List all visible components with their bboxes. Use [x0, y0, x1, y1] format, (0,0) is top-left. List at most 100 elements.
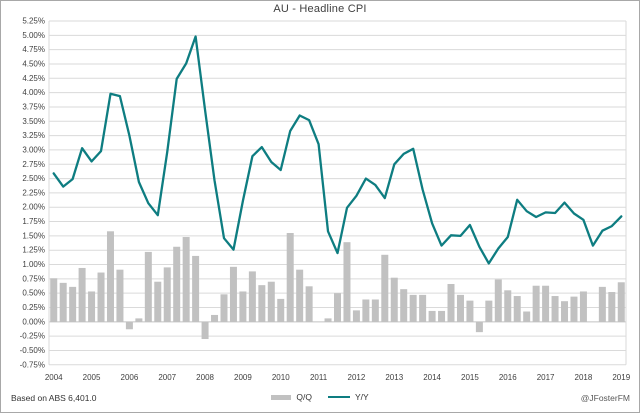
- qq-bar: [258, 285, 266, 322]
- qq-bar: [78, 267, 86, 322]
- qq-bar: [220, 294, 228, 322]
- qq-bar: [343, 242, 351, 322]
- qq-bar: [362, 299, 370, 322]
- qq-bar: [419, 294, 427, 322]
- qq-bar: [381, 254, 389, 322]
- qq-bar: [248, 271, 256, 322]
- x-tick-label: 2010: [272, 373, 290, 382]
- y-tick-label: 5.00%: [22, 31, 45, 40]
- y-tick-label: 0.25%: [22, 303, 45, 312]
- qq-bar: [570, 296, 578, 322]
- y-tick-label: 4.75%: [22, 45, 45, 54]
- qq-bar: [88, 291, 96, 322]
- x-tick-label: 2011: [310, 373, 328, 382]
- qq-bar: [494, 279, 502, 322]
- x-tick-label: 2007: [158, 373, 176, 382]
- x-axis-labels: 2004 2005 2006 2007 2008 2009 2010 2011 2012 2013…: [45, 373, 631, 382]
- y-tick-label: 5.25%: [22, 17, 45, 26]
- x-tick-label: 2012: [348, 373, 366, 382]
- qq-bar: [192, 255, 200, 322]
- qq-bar: [485, 300, 493, 322]
- x-tick-label: 2016: [499, 373, 517, 382]
- qq-bar: [598, 286, 606, 322]
- qq-bar: [173, 246, 181, 322]
- qq-bar: [324, 318, 332, 322]
- y-tick-label: 4.25%: [22, 74, 45, 83]
- qq-bar: [334, 293, 341, 322]
- legend: Q/Q Y/Y: [1, 392, 639, 402]
- x-tick-label: 2004: [45, 373, 63, 382]
- qq-bar: [513, 296, 521, 322]
- qq-bar: [542, 285, 550, 322]
- qq-bar: [125, 321, 133, 330]
- legend-label-qq: Q/Q: [296, 392, 312, 402]
- legend-item-qq: Q/Q: [271, 392, 312, 402]
- qq-bar: [456, 294, 464, 322]
- qq-bar: [400, 289, 408, 322]
- y-tick-label: 2.00%: [22, 203, 45, 212]
- yy-line-series: [52, 35, 623, 265]
- qq-bar: [267, 281, 275, 322]
- qq-bar: [97, 272, 105, 322]
- y-tick-label: -0.50%: [20, 346, 45, 355]
- y-tick-label: 2.75%: [22, 160, 45, 169]
- gridlines: [48, 20, 627, 366]
- qq-bar: [135, 318, 143, 322]
- legend-item-yy: Y/Y: [327, 392, 369, 402]
- y-tick-label: 1.00%: [22, 260, 45, 269]
- qq-bar: [390, 277, 398, 322]
- qq-bar: [286, 233, 294, 322]
- y-tick-label: 2.25%: [22, 188, 45, 197]
- qq-bar: [428, 310, 436, 322]
- y-tick-label: 0.75%: [22, 274, 45, 283]
- qq-bar: [277, 298, 285, 322]
- x-tick-label: 2015: [461, 373, 479, 382]
- y-tick-label: 3.25%: [22, 131, 45, 140]
- qq-bar: [59, 282, 67, 322]
- qq-bar: [579, 291, 587, 322]
- qq-bar: [296, 269, 304, 322]
- author-handle: @JFosterFM: [580, 393, 630, 403]
- x-tick-label: 2006: [121, 373, 139, 382]
- y-axis-labels: 5.25% 5.00% 4.75% 4.50% 4.25% 4.00% 3.75% 3.50%…: [20, 17, 45, 370]
- qq-bar: [352, 310, 360, 322]
- qq-bar: [523, 311, 531, 322]
- x-tick-label: 2008: [196, 373, 214, 382]
- chart-title: AU - Headline CPI: [273, 3, 367, 15]
- y-tick-label: 4.50%: [22, 59, 45, 68]
- qq-bar: [504, 290, 512, 322]
- qq-bar: [438, 310, 446, 322]
- qq-bar: [182, 237, 190, 322]
- qq-bar: [154, 281, 162, 322]
- y-tick-label: -0.25%: [20, 332, 45, 341]
- qq-bar: [447, 284, 455, 322]
- qq-bar: [551, 296, 559, 322]
- source-note: Based on ABS 6,401.0: [11, 393, 97, 403]
- y-tick-label: 3.75%: [22, 102, 45, 111]
- qq-bar: [305, 286, 313, 322]
- qq-bar: [561, 301, 569, 322]
- y-tick-label: 1.50%: [22, 231, 45, 240]
- qq-bar-series: [50, 231, 625, 340]
- x-tick-label: 2009: [234, 373, 252, 382]
- qq-bar: [409, 294, 417, 322]
- x-tick-label: 2014: [423, 373, 441, 382]
- qq-bar: [608, 292, 616, 322]
- qq-bar: [229, 266, 237, 322]
- qq-bar: [371, 299, 379, 322]
- legend-label-yy: Y/Y: [354, 392, 369, 402]
- x-tick-label: 2013: [385, 373, 403, 382]
- qq-bar: [466, 300, 474, 322]
- qq-bar: [211, 314, 219, 322]
- qq-bar: [475, 321, 483, 333]
- y-tick-label: -0.75%: [20, 360, 45, 369]
- y-tick-label: 4.00%: [22, 88, 45, 97]
- x-tick-label: 2019: [612, 373, 630, 382]
- qq-bar: [50, 278, 58, 322]
- qq-bar: [163, 267, 171, 322]
- yy-line-swatch: [327, 395, 350, 399]
- y-tick-label: 3.00%: [22, 145, 45, 154]
- qq-bar: [201, 321, 209, 340]
